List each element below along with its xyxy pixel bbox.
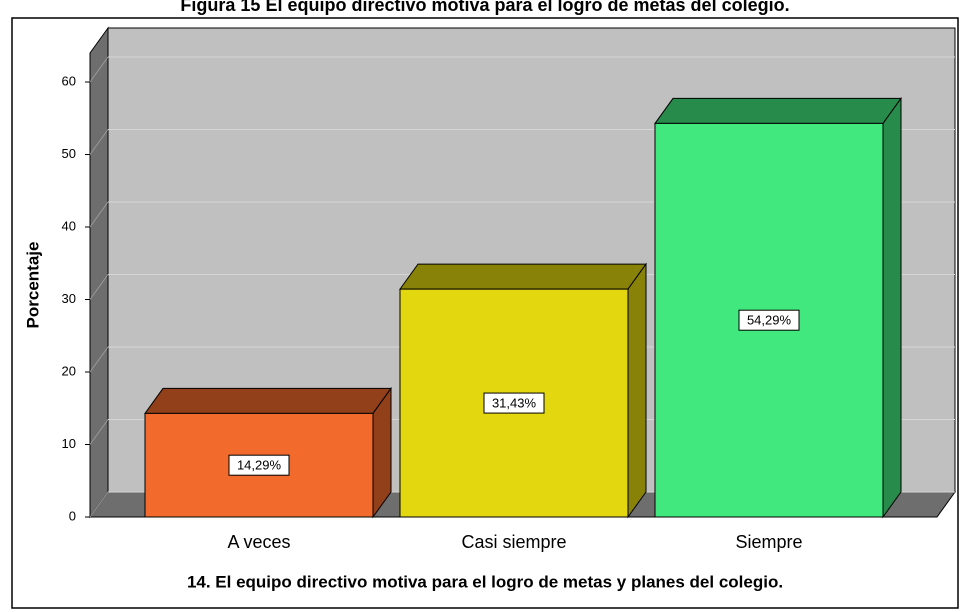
value-label-box [228,454,290,476]
x-tick-label: A veces [227,532,290,552]
value-label-box [738,309,800,331]
x-tick-label: Siempre [735,532,802,552]
value-label: 54,29% [747,313,792,328]
left-wall [89,26,109,519]
value-label-box [483,392,545,414]
value-label: 31,43% [492,396,537,411]
x-axis-title: 14. El equipo directivo motiva para el l… [187,572,783,591]
y-tick-label: 20 [62,363,76,378]
grid-line [89,56,109,83]
grid-line [89,129,109,155]
y-tick-label: 30 [62,291,76,306]
y-tick-label: 0 [69,508,76,523]
bar-side [627,262,647,519]
bar-top [399,263,647,290]
y-tick-label: 40 [62,218,76,233]
bar-top [654,97,902,124]
grid-line [89,419,109,445]
y-tick-label: 50 [62,146,76,161]
y-tick-label: 10 [62,436,76,451]
y-tick-label: 60 [62,73,76,88]
bar-side [882,96,902,519]
grid-line [89,274,109,300]
y-axis-title: Porcentaje [23,242,42,329]
value-label: 14,29% [237,458,282,473]
chart-title: Figura 15 El equipo directivo motiva par… [180,0,789,15]
x-tick-label: Casi siempre [461,532,566,552]
grid-line [89,491,109,518]
grid-line [89,201,109,228]
bar-top [144,387,392,414]
grid-line [89,346,109,373]
